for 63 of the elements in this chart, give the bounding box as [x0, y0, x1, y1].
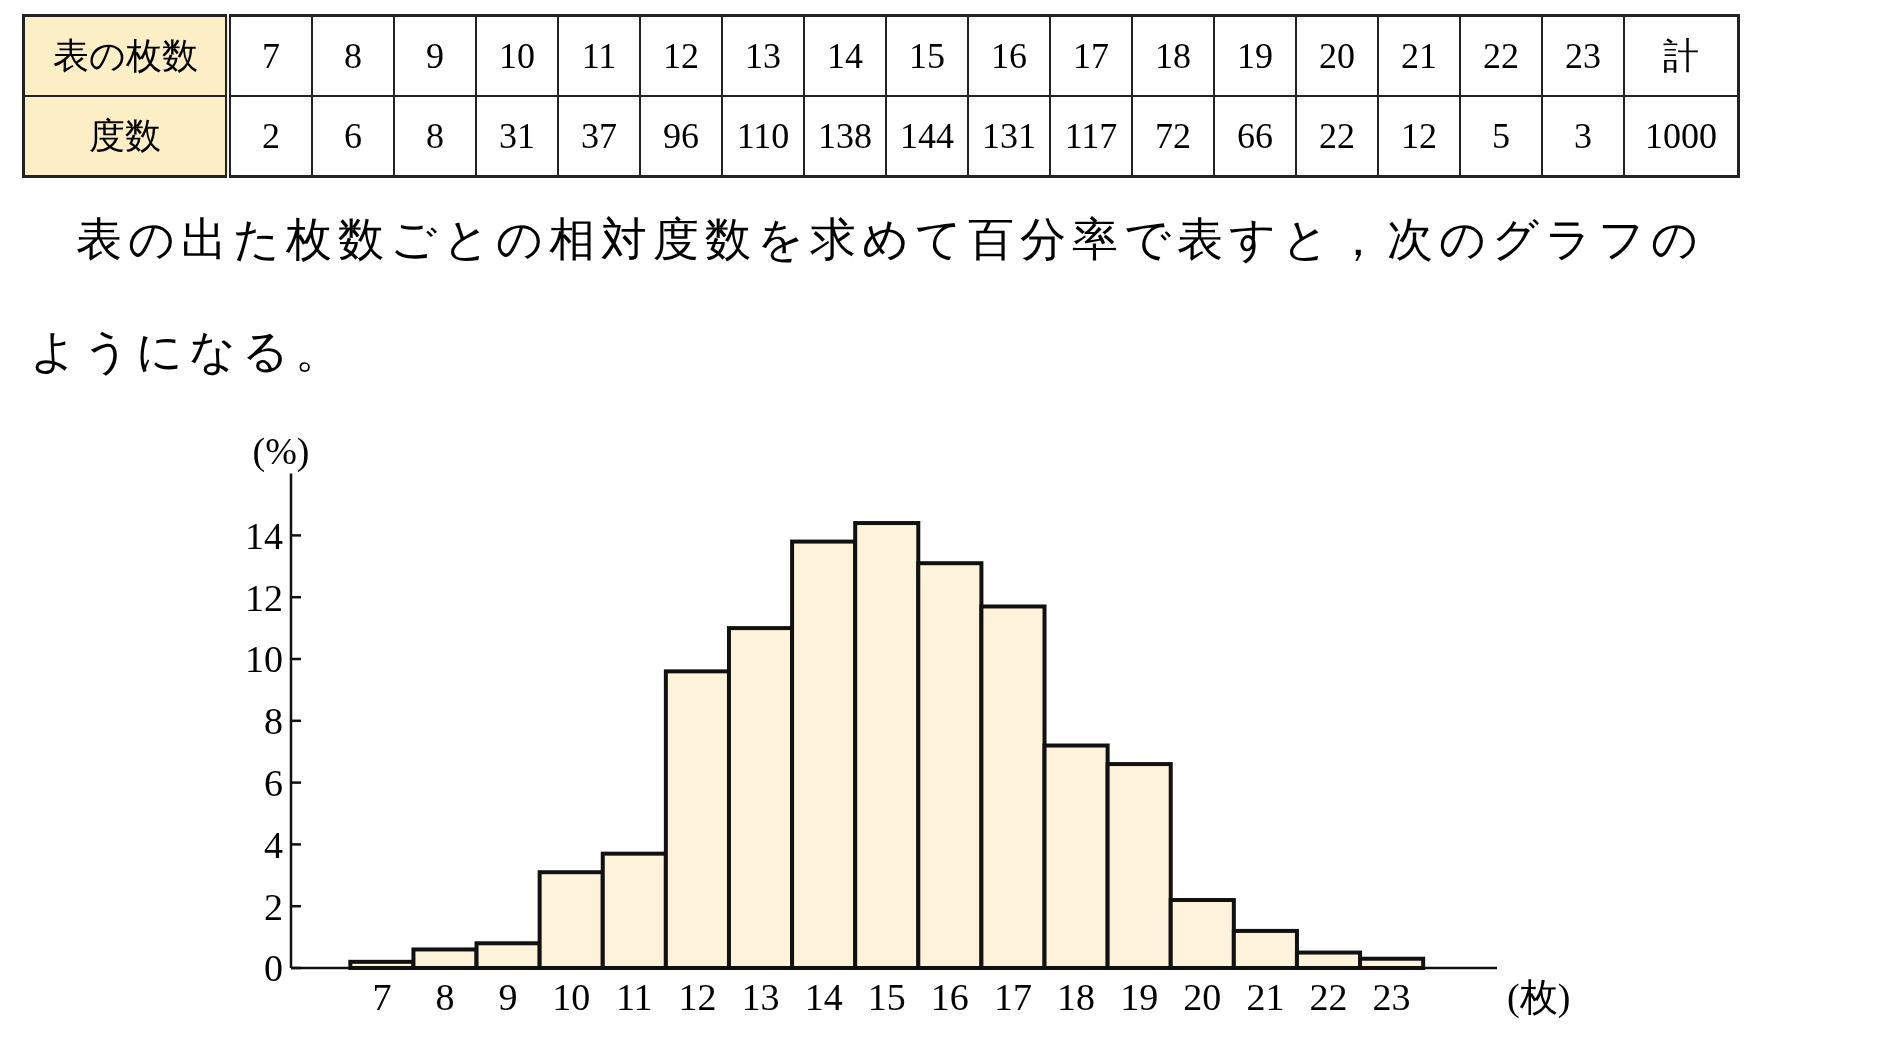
data-label: 8 [394, 96, 476, 177]
y-tick-label: 0 [264, 947, 283, 990]
x-tick-label: 21 [1378, 15, 1460, 96]
data-label: 12 [1378, 96, 1460, 177]
x-tick-label: 7 [228, 15, 312, 96]
x-tick-label: 10 [476, 15, 558, 96]
x-tick-label: 9 [498, 976, 518, 1018]
data-label: 144 [886, 96, 968, 177]
x-tick-label: 10 [552, 976, 591, 1018]
y-tick-label: 度数 [23, 96, 228, 177]
data-label: 22 [1296, 96, 1378, 177]
x-tick-label: 15 [867, 976, 906, 1018]
x-tick-label: 19 [1120, 976, 1159, 1018]
y-tick-label: 6 [264, 761, 283, 804]
y-tick-label: 4 [264, 823, 283, 866]
x-tick-label: 19 [1214, 15, 1296, 96]
x-tick-label: 8 [435, 976, 455, 1018]
x-tick-label: 16 [968, 15, 1050, 96]
x-axis-title: 表の枚数 [23, 15, 228, 96]
x-tick-label: 11 [558, 15, 640, 96]
x-tick-label: 22 [1309, 976, 1348, 1018]
x-tick-label: 20 [1183, 976, 1222, 1018]
y-tick-label: 12 [245, 576, 283, 619]
x-tick-label: 22 [1460, 15, 1542, 96]
y-tick-label: 2 [264, 885, 283, 928]
y-tick-label: 10 [245, 638, 283, 681]
x-tick-label: 17 [1050, 15, 1132, 96]
y-axis-title: (%) [252, 429, 310, 473]
data-label: 3 [1542, 96, 1624, 177]
data-label: 72 [1132, 96, 1214, 177]
x-tick-label: 23 [1372, 976, 1411, 1018]
data-label: 96 [640, 96, 722, 177]
data-label: 117 [1050, 96, 1132, 177]
data-label: 66 [1214, 96, 1296, 177]
x-tick-label: 13 [741, 976, 780, 1018]
x-tick-label: 11 [616, 976, 653, 1018]
chart-title: 表の出た枚数ごとの相対度数を求めて百分率で表すと，次のグラフのようになる。 [30, 214, 1704, 377]
x-tick-label: 9 [394, 15, 476, 96]
x-tick-label: 計 [1624, 15, 1739, 96]
x-tick-label: 12 [640, 15, 722, 96]
data-label: 138 [804, 96, 886, 177]
y-tick-label: 8 [264, 700, 283, 743]
data-label: 37 [558, 96, 640, 177]
x-tick-label: 18 [1132, 15, 1214, 96]
x-tick-label: 12 [678, 976, 717, 1018]
y-tick-label: 14 [245, 514, 283, 557]
x-axis-title: (枚) [1507, 976, 1571, 1019]
x-tick-label: 15 [886, 15, 968, 96]
x-tick-label: 16 [930, 976, 969, 1018]
x-tick-label: 20 [1296, 15, 1378, 96]
data-label: 110 [722, 96, 804, 177]
x-tick-label: 14 [804, 976, 843, 1018]
data-label: 1000 [1624, 96, 1739, 177]
x-tick-label: 13 [722, 15, 804, 96]
data-label: 131 [968, 96, 1050, 177]
data-label: 31 [476, 96, 558, 177]
data-label: 5 [1460, 96, 1542, 177]
x-tick-label: 21 [1246, 976, 1285, 1018]
x-tick-label: 7 [372, 976, 392, 1018]
x-tick-label: 14 [804, 15, 886, 96]
x-tick-label: 18 [1057, 976, 1096, 1018]
x-tick-label: 23 [1542, 15, 1624, 96]
x-tick-label: 17 [993, 976, 1032, 1018]
